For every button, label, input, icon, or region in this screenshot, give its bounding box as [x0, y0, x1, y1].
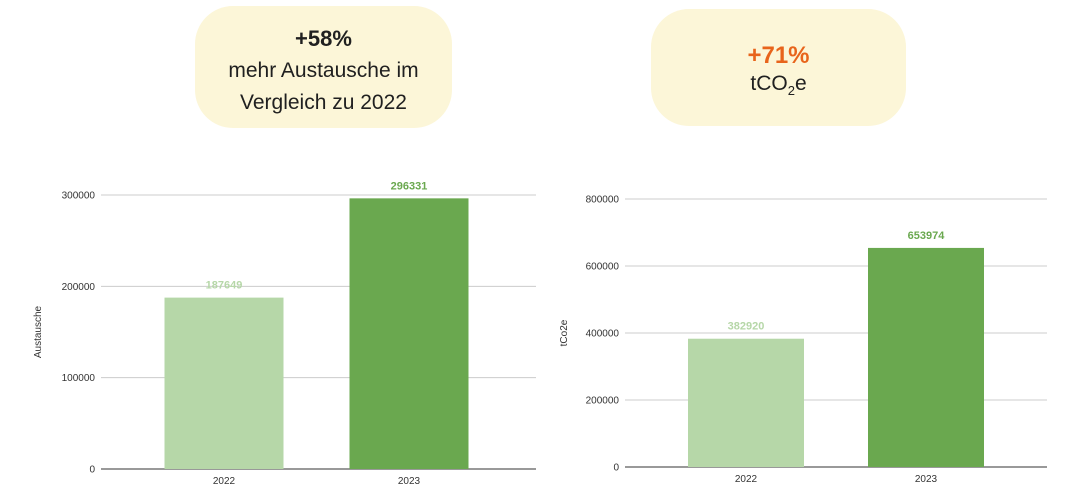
exchanges-bar-2023	[349, 198, 469, 469]
exchanges-percent: +58%	[295, 26, 352, 51]
exchanges-data-label-2022: 187649	[206, 280, 243, 292]
co2-caption: tCO2e	[651, 70, 906, 98]
co2-caption-sub: 2	[787, 83, 795, 98]
exchanges-y-tick-label: 100000	[62, 373, 96, 384]
callout-co2: +71% tCO2e	[651, 9, 906, 126]
exchanges-bar-2022	[164, 297, 284, 469]
co2-caption-suffix: e	[794, 72, 807, 95]
co2-percent: +71%	[747, 42, 810, 69]
exchanges-x-tick-label-2023: 2023	[398, 476, 421, 487]
callout-exchanges: +58% mehr Austausche im Vergleich zu 202…	[195, 6, 452, 128]
exchanges-data-label-2023: 296331	[391, 180, 428, 192]
exchanges-y-tick-label: 0	[89, 465, 95, 476]
exchanges-y-axis-title: Austausche	[33, 305, 44, 358]
exchanges-caption: mehr Austausche im Vergleich zu 2022	[228, 59, 419, 114]
exchanges-x-tick-label-2022: 2022	[213, 476, 236, 487]
exchanges-y-tick-label: 300000	[62, 191, 96, 202]
co2-caption-prefix: tCO	[750, 72, 788, 95]
exchanges-y-tick-label: 200000	[62, 282, 96, 293]
